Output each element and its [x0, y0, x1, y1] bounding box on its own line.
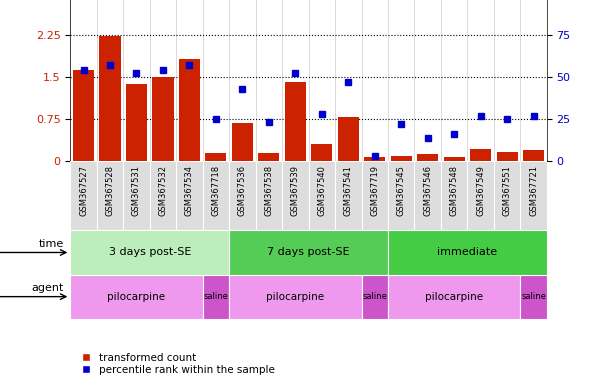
Bar — [203, 275, 229, 319]
Text: pilocarpine: pilocarpine — [425, 291, 483, 302]
Text: GSM367551: GSM367551 — [503, 165, 511, 215]
Text: pilocarpine: pilocarpine — [108, 291, 166, 302]
Bar — [70, 230, 229, 275]
Text: GSM367527: GSM367527 — [79, 165, 88, 216]
Text: GSM367534: GSM367534 — [185, 165, 194, 216]
Bar — [97, 161, 123, 230]
Bar — [282, 161, 309, 230]
Bar — [309, 161, 335, 230]
Bar — [100, 36, 120, 161]
Bar — [229, 161, 255, 230]
Bar — [388, 275, 521, 319]
Bar — [203, 161, 229, 230]
Text: GSM367545: GSM367545 — [397, 165, 406, 215]
Text: 7 days post-SE: 7 days post-SE — [267, 247, 350, 258]
Text: GSM367538: GSM367538 — [265, 165, 273, 216]
Text: GSM367718: GSM367718 — [211, 165, 221, 216]
Bar — [70, 275, 203, 319]
Bar — [388, 161, 414, 230]
Bar — [150, 161, 176, 230]
Bar — [390, 156, 412, 161]
Text: saline: saline — [521, 292, 546, 301]
Bar — [338, 118, 359, 161]
Text: saline: saline — [362, 292, 387, 301]
Bar — [362, 161, 388, 230]
Bar — [521, 275, 547, 319]
Bar — [441, 161, 467, 230]
Bar — [467, 161, 494, 230]
Text: GSM367532: GSM367532 — [158, 165, 167, 216]
Text: pilocarpine: pilocarpine — [266, 291, 324, 302]
Bar — [311, 144, 332, 161]
Text: GSM367539: GSM367539 — [291, 165, 300, 216]
Bar — [470, 149, 491, 161]
Bar — [70, 161, 97, 230]
Bar — [258, 153, 279, 161]
Text: agent: agent — [32, 283, 64, 293]
Text: GSM367546: GSM367546 — [423, 165, 432, 216]
Bar — [205, 153, 227, 161]
Bar — [126, 84, 147, 161]
Text: GSM367531: GSM367531 — [132, 165, 141, 216]
Text: 3 days post-SE: 3 days post-SE — [109, 247, 191, 258]
Text: saline: saline — [203, 292, 229, 301]
Text: immediate: immediate — [437, 247, 497, 258]
Bar — [417, 154, 438, 161]
Bar — [152, 77, 174, 161]
Bar — [388, 230, 547, 275]
Bar — [176, 161, 203, 230]
Text: GSM367721: GSM367721 — [529, 165, 538, 216]
Text: GSM367528: GSM367528 — [106, 165, 114, 216]
Text: GSM367548: GSM367548 — [450, 165, 459, 216]
Bar — [521, 161, 547, 230]
Bar — [414, 161, 441, 230]
Text: GSM367540: GSM367540 — [317, 165, 326, 215]
Bar — [232, 123, 253, 161]
Text: GSM367549: GSM367549 — [476, 165, 485, 215]
Bar — [123, 161, 150, 230]
Bar — [364, 157, 386, 161]
Bar — [285, 83, 306, 161]
Bar — [497, 152, 518, 161]
Bar — [229, 230, 388, 275]
Bar — [335, 161, 362, 230]
Bar — [362, 275, 388, 319]
Legend: transformed count, percentile rank within the sample: transformed count, percentile rank withi… — [76, 353, 276, 375]
Text: GSM367541: GSM367541 — [344, 165, 353, 215]
Bar — [229, 275, 362, 319]
Bar — [179, 59, 200, 161]
Text: GSM367536: GSM367536 — [238, 165, 247, 216]
Text: time: time — [39, 238, 64, 249]
Bar — [73, 70, 94, 161]
Bar — [255, 161, 282, 230]
Bar — [494, 161, 521, 230]
Text: GSM367719: GSM367719 — [370, 165, 379, 216]
Bar — [444, 157, 465, 161]
Bar — [523, 150, 544, 161]
